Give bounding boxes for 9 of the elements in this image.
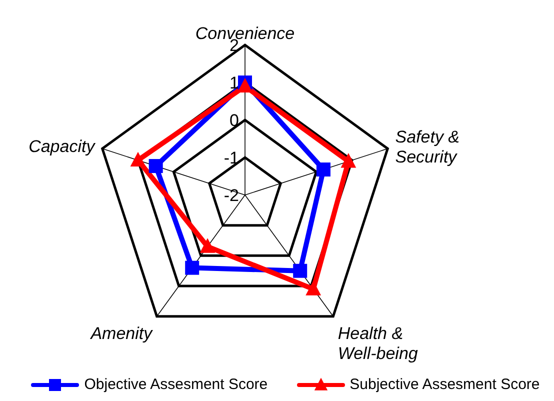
spoke-label: Safety & Security xyxy=(395,128,460,167)
spoke-label: Amenity xyxy=(90,324,154,343)
legend-label: Objective Assesment Score xyxy=(84,376,268,393)
spoke-label: Capacity xyxy=(28,137,96,156)
y-tick-label: 0 xyxy=(230,111,239,130)
y-tick-label: 1 xyxy=(230,74,239,92)
spoke-label: Health & Well-being xyxy=(338,324,418,363)
y-tick-label: -2 xyxy=(224,186,239,205)
legend-label: Subjective Assesment Score xyxy=(350,376,540,393)
